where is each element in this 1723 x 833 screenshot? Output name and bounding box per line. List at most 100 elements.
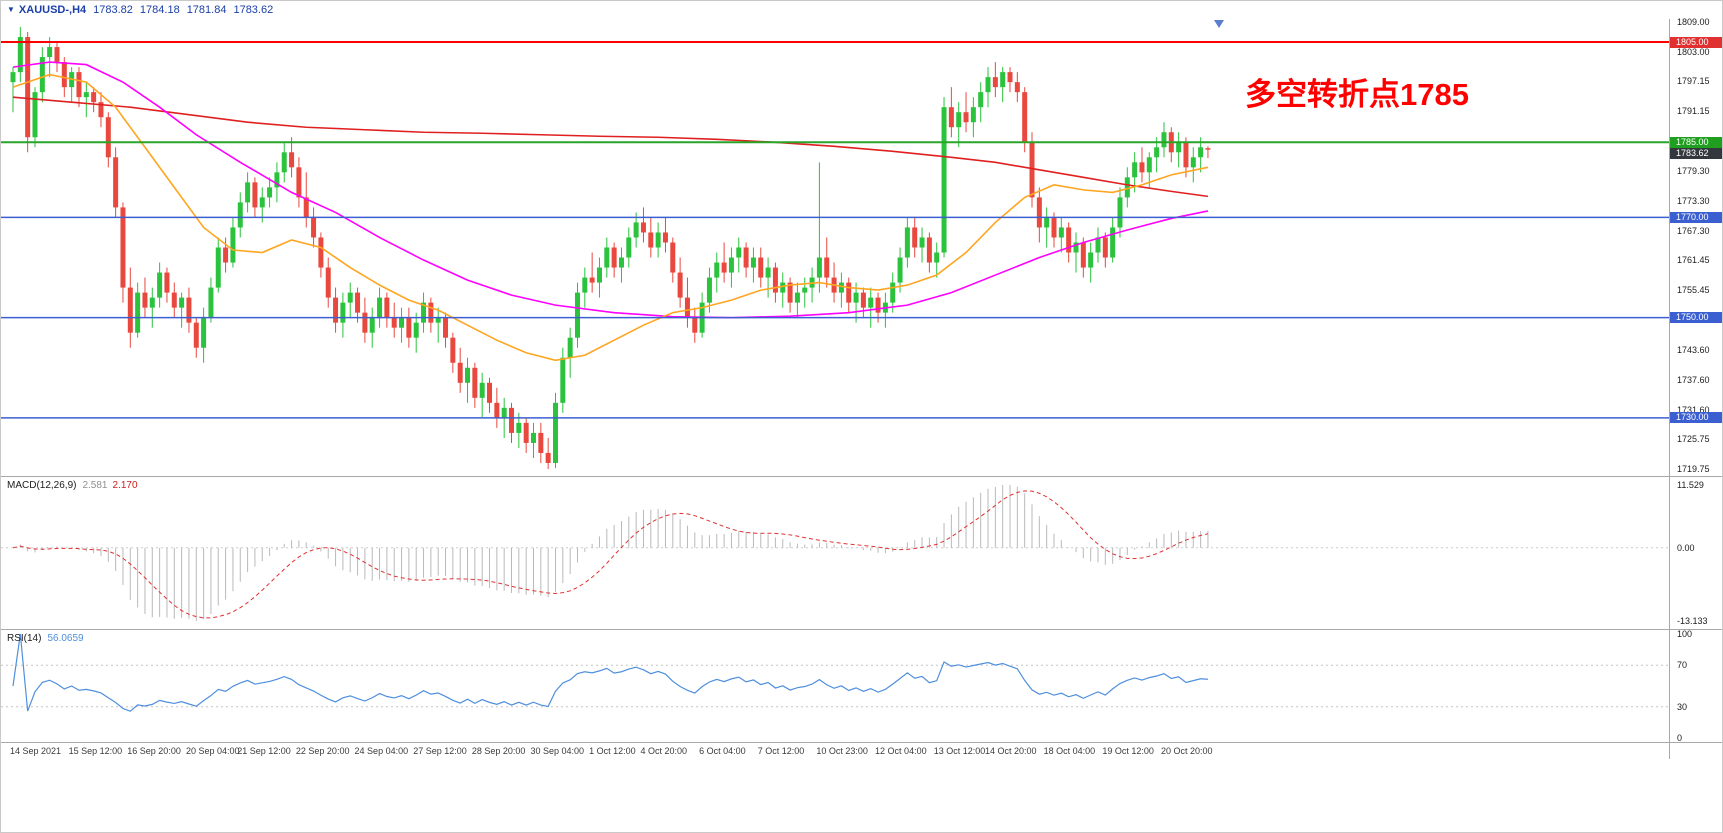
candle-down bbox=[76, 72, 82, 98]
candle-down bbox=[1205, 148, 1211, 150]
macd-main-value: 2.581 bbox=[82, 480, 108, 491]
candle-up bbox=[934, 252, 940, 263]
time-axis-label: 13 Oct 12:00 bbox=[933, 746, 986, 756]
candle-down bbox=[846, 282, 852, 303]
candle-up bbox=[985, 77, 991, 93]
candle-up bbox=[83, 92, 89, 98]
symbol-dropdown-icon[interactable]: ▼ bbox=[7, 5, 15, 14]
candle-down bbox=[684, 297, 690, 318]
candle-down bbox=[1007, 72, 1013, 83]
candle-up bbox=[714, 262, 720, 278]
candle-down bbox=[1066, 227, 1072, 253]
candle-up bbox=[39, 57, 45, 93]
candle-down bbox=[1183, 142, 1189, 168]
candle-down bbox=[948, 107, 954, 128]
price-tick-label: 1809.00 bbox=[1677, 17, 1710, 28]
price-tick-label: 1725.75 bbox=[1677, 434, 1710, 445]
candle-up bbox=[780, 282, 786, 293]
time-axis-label: 30 Sep 04:00 bbox=[530, 746, 585, 756]
time-axis[interactable]: 14 Sep 2021 15 Sep 12:00 16 Sep 20:00 20 Se… bbox=[1, 742, 1722, 760]
rsi-label: RSI(14) bbox=[7, 633, 42, 644]
candle-up bbox=[17, 37, 23, 73]
rsi-indicator-label: RSI(14) 56.0659 bbox=[7, 633, 84, 644]
candle-down bbox=[743, 247, 749, 268]
candle-up bbox=[267, 187, 273, 198]
candle-down bbox=[677, 272, 683, 298]
rsi-axis[interactable]: 100 70 30 0 bbox=[1669, 629, 1722, 743]
price-tick-label: 1767.30 bbox=[1677, 225, 1710, 236]
price-tick-label: 1797.15 bbox=[1677, 76, 1710, 87]
candle-down bbox=[362, 312, 368, 333]
candle-down bbox=[193, 322, 199, 348]
time-axis-label: 20 Sep 04:00 bbox=[185, 746, 240, 756]
candle-up bbox=[978, 92, 984, 108]
candle-down bbox=[164, 272, 170, 293]
quote-close: 1783.62 bbox=[233, 4, 274, 16]
ma-slow-red bbox=[12, 96, 1209, 198]
candle-down bbox=[1051, 217, 1057, 238]
candle-down bbox=[1139, 162, 1145, 173]
candle-down bbox=[1014, 82, 1020, 93]
candle-up bbox=[736, 247, 742, 258]
candle-down bbox=[457, 362, 463, 383]
time-axis-label: 14 Oct 20:00 bbox=[985, 746, 1037, 756]
candle-up bbox=[596, 267, 602, 283]
candle-up bbox=[1176, 142, 1182, 153]
candle-down bbox=[926, 237, 932, 263]
candle-down bbox=[758, 257, 764, 278]
candle-down bbox=[54, 47, 60, 63]
price-axis[interactable]: 1809.001803.001797.151791.151785.301779.… bbox=[1669, 17, 1722, 476]
candle-down bbox=[303, 197, 309, 218]
candle-down bbox=[662, 232, 668, 243]
candle-up bbox=[853, 292, 859, 303]
candle-down bbox=[670, 242, 676, 273]
candle-up bbox=[552, 402, 558, 463]
rsi-canvas[interactable] bbox=[1, 630, 1669, 742]
candle-up bbox=[626, 237, 632, 258]
candle-up bbox=[1095, 237, 1101, 253]
candle-down bbox=[325, 267, 331, 298]
candle-down bbox=[860, 292, 866, 308]
candle-up bbox=[567, 337, 573, 358]
candle-up bbox=[215, 247, 221, 288]
candle-up bbox=[274, 172, 280, 188]
macd-axis[interactable]: 11.529 0.00 -13.133 bbox=[1669, 477, 1722, 629]
candle-down bbox=[391, 317, 397, 328]
candle-up bbox=[421, 302, 427, 323]
candle-up bbox=[1044, 217, 1050, 228]
candle-down bbox=[171, 292, 177, 308]
candle-up bbox=[245, 182, 251, 203]
candle-down bbox=[25, 37, 31, 138]
price-tick-label: 1761.45 bbox=[1677, 255, 1710, 266]
candle-up bbox=[750, 257, 756, 268]
price-chart-canvas[interactable] bbox=[1, 19, 1669, 476]
candle-down bbox=[428, 302, 434, 323]
candle-down bbox=[1036, 197, 1042, 228]
candle-up bbox=[479, 382, 485, 398]
quote-high: 1784.18 bbox=[139, 4, 180, 16]
candle-down bbox=[311, 217, 317, 238]
candle-down bbox=[787, 282, 793, 303]
candle-up bbox=[970, 107, 976, 123]
candle-up bbox=[1117, 197, 1123, 228]
candle-up bbox=[10, 72, 16, 83]
candle-up bbox=[728, 257, 734, 273]
candle-up bbox=[897, 257, 903, 283]
candle-down bbox=[61, 62, 67, 88]
price-tick-label: 1731.60 bbox=[1677, 404, 1710, 415]
chart-shift-marker[interactable] bbox=[1214, 20, 1224, 28]
time-axis-label: 19 Oct 12:00 bbox=[1102, 746, 1154, 756]
macd-indicator-label: MACD(12,26,9) 2.581 2.170 bbox=[7, 480, 138, 491]
candle-up bbox=[582, 277, 588, 293]
candle-down bbox=[992, 77, 998, 88]
macd-canvas[interactable] bbox=[1, 477, 1669, 629]
candle-down bbox=[875, 297, 881, 313]
candle-up bbox=[1146, 157, 1152, 173]
candle-down bbox=[487, 382, 493, 403]
rsi-value: 56.0659 bbox=[47, 633, 84, 644]
candle-down bbox=[640, 222, 646, 233]
candle-down bbox=[355, 292, 361, 313]
candle-down bbox=[1022, 92, 1028, 143]
macd-tick-label: 11.529 bbox=[1677, 480, 1704, 490]
candle-down bbox=[1029, 142, 1035, 198]
